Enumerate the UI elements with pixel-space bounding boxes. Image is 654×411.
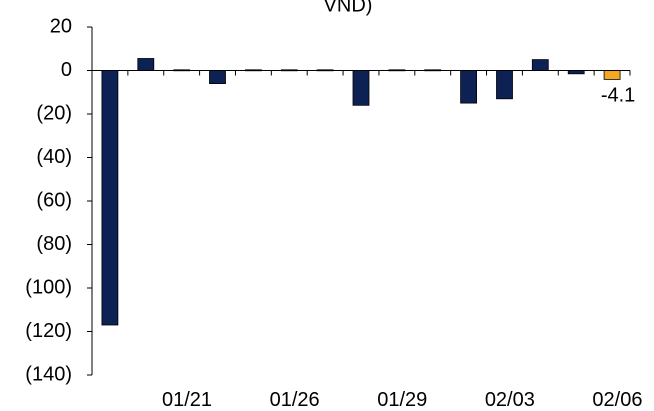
- x-tick-label: 02/03: [485, 389, 535, 411]
- bar: [460, 70, 478, 104]
- y-axis-ticks: 20 0 (20) (40) (60) (80) (100) (120) (140): [25, 15, 92, 385]
- bars: [101, 58, 621, 326]
- x-axis-ticks: 01/21 01/26 01/29 02/03 02/06: [162, 389, 642, 411]
- y-tick-label: (100): [25, 276, 72, 298]
- bar: [496, 70, 513, 100]
- bar: [352, 70, 370, 106]
- chart-title-fragment: VND): [324, 0, 373, 17]
- y-tick-label: (60): [36, 189, 72, 211]
- axes: [91, 27, 631, 375]
- y-tick-label: (140): [25, 363, 72, 385]
- y-tick-label: 0: [61, 59, 72, 81]
- y-tick-label: (40): [36, 146, 72, 168]
- data-label: -4.1: [601, 84, 635, 106]
- bar: [137, 58, 155, 71]
- y-tick-label: 20: [50, 15, 72, 37]
- y-tick-label: (20): [36, 102, 72, 124]
- y-tick-label: (120): [25, 320, 72, 342]
- x-tick-label: 01/29: [377, 389, 427, 411]
- y-tick-label: (80): [36, 233, 72, 255]
- x-tick-label: 01/21: [162, 389, 212, 411]
- bar: [209, 70, 226, 85]
- data-labels: -4.1: [601, 84, 635, 106]
- bar: [531, 59, 549, 71]
- x-tick-label: 02/06: [592, 389, 642, 411]
- x-tick-label: 01/26: [270, 389, 320, 411]
- bar: [101, 70, 119, 326]
- bar-highlight: [603, 70, 621, 80]
